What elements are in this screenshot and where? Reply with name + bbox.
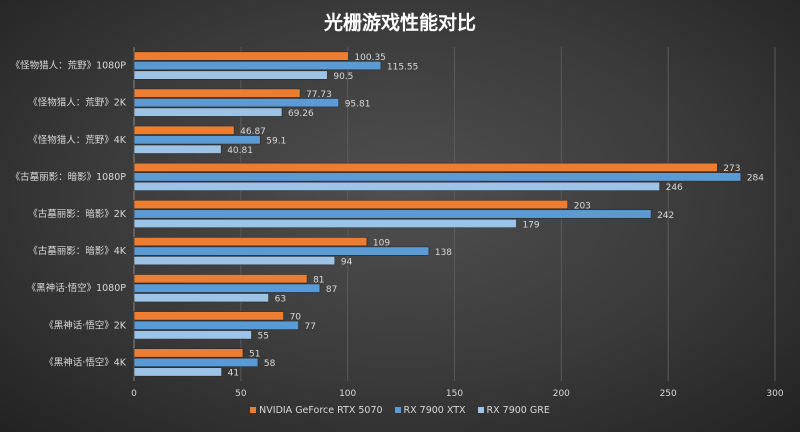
bar bbox=[133, 88, 301, 98]
bar bbox=[133, 218, 517, 229]
bar bbox=[133, 274, 308, 284]
data-label: 203 bbox=[574, 201, 591, 211]
legend: NVIDIA GeForce RTX 5070 RX 7900 XTX RX 790… bbox=[0, 405, 800, 416]
data-label: 90.5 bbox=[333, 72, 353, 82]
data-label: 70 bbox=[290, 313, 302, 323]
data-label: 179 bbox=[522, 220, 539, 230]
legend-label: NVIDIA GeForce RTX 5070 bbox=[259, 405, 383, 416]
data-label: 51 bbox=[249, 350, 260, 360]
category-label: 《古墓丽影：暗影》2K bbox=[28, 208, 127, 220]
bar bbox=[133, 98, 340, 108]
x-tick-label: 250 bbox=[660, 389, 677, 399]
bar bbox=[133, 348, 244, 358]
data-label: 87 bbox=[326, 285, 337, 295]
category-label: 《古墓丽影：暗影》4K bbox=[28, 245, 127, 257]
legend-swatch bbox=[394, 407, 401, 413]
bar bbox=[133, 237, 368, 247]
bar bbox=[133, 135, 261, 145]
legend-label: RX 7900 GRE bbox=[486, 405, 550, 416]
data-label: 115.55 bbox=[387, 62, 419, 72]
data-label: 95.81 bbox=[345, 99, 371, 109]
data-label: 100.35 bbox=[354, 53, 386, 63]
bar bbox=[133, 209, 652, 219]
data-label: 81 bbox=[313, 275, 324, 285]
bar bbox=[133, 199, 569, 210]
data-label: 63 bbox=[275, 294, 286, 304]
data-label: 109 bbox=[373, 238, 390, 248]
data-label: 242 bbox=[657, 211, 674, 221]
data-label: 55 bbox=[258, 332, 269, 342]
bar bbox=[133, 61, 382, 71]
x-tick-label: 50 bbox=[235, 389, 247, 399]
bar bbox=[133, 144, 222, 154]
bar bbox=[133, 181, 660, 191]
bar bbox=[133, 311, 284, 321]
category-label: 《怪物猎人：荒野》4K bbox=[28, 134, 127, 146]
bar bbox=[133, 283, 321, 293]
data-label: 284 bbox=[747, 174, 764, 184]
chart-title: 光栅游戏性能对比 bbox=[323, 12, 476, 34]
legend-swatch bbox=[250, 407, 257, 413]
data-label: 77.73 bbox=[306, 90, 332, 100]
x-tick-label: 150 bbox=[446, 389, 463, 399]
legend-item: RX 7900 XTX bbox=[394, 405, 466, 416]
legend-label: RX 7900 XTX bbox=[403, 405, 466, 416]
x-tick-label: 100 bbox=[339, 389, 356, 399]
x-tick-label: 0 bbox=[131, 389, 137, 399]
data-label: 58 bbox=[264, 359, 276, 369]
bar bbox=[133, 162, 718, 172]
category-label: 《黑神话·悟空》4K bbox=[44, 356, 127, 368]
data-label: 69.26 bbox=[288, 109, 314, 119]
category-label: 《古墓丽影：暗影》1080P bbox=[11, 171, 127, 183]
legend-item: NVIDIA GeForce RTX 5070 bbox=[250, 405, 383, 416]
category-label: 《怪物猎人：荒野》1080P bbox=[11, 60, 127, 72]
data-label: 59.1 bbox=[266, 137, 286, 147]
bar bbox=[133, 172, 742, 182]
legend-swatch bbox=[477, 407, 484, 413]
data-label: 46.87 bbox=[240, 127, 266, 137]
bar bbox=[133, 70, 328, 80]
bar bbox=[133, 367, 222, 377]
data-label: 41 bbox=[228, 369, 239, 379]
bar bbox=[133, 125, 235, 135]
category-label: 《黑神话·悟空》2K bbox=[44, 319, 127, 331]
data-label: 138 bbox=[435, 248, 452, 258]
bar bbox=[133, 330, 252, 340]
bar bbox=[133, 320, 299, 330]
bar bbox=[133, 256, 336, 266]
data-label: 40.81 bbox=[227, 146, 253, 156]
data-label: 273 bbox=[723, 164, 740, 174]
bar bbox=[133, 293, 269, 303]
bar bbox=[133, 51, 349, 61]
category-label: 《怪物猎人：荒野》2K bbox=[28, 97, 127, 109]
bar bbox=[133, 107, 283, 117]
bar bbox=[133, 246, 430, 256]
data-label: 246 bbox=[666, 183, 683, 193]
legend-item: RX 7900 GRE bbox=[477, 405, 550, 416]
x-tick-label: 200 bbox=[553, 389, 570, 399]
data-label: 94 bbox=[341, 257, 353, 267]
category-label: 《黑神话·悟空》1080P bbox=[27, 282, 127, 294]
bar bbox=[133, 357, 259, 367]
x-tick-label: 300 bbox=[766, 389, 783, 399]
data-label: 77 bbox=[305, 322, 316, 332]
